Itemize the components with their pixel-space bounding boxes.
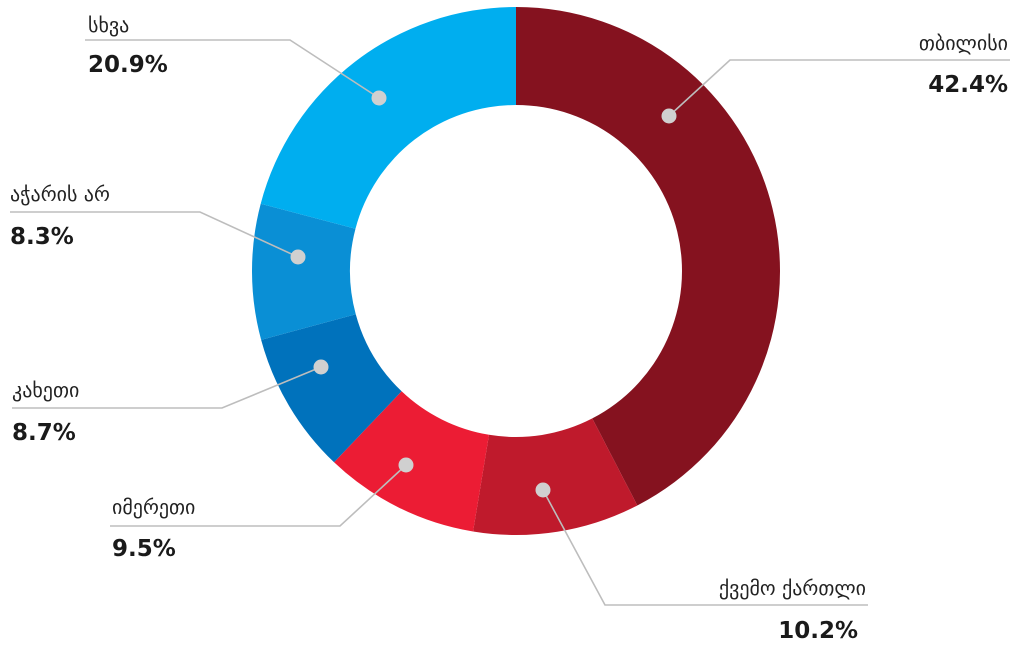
leader-dot-2 — [535, 482, 551, 498]
slice-value-1: 42.4% — [928, 72, 1008, 98]
slice-label-3: იმერეთი — [112, 495, 195, 519]
slice-label-5: აჭარის არ — [10, 182, 110, 206]
donut-slices — [251, 7, 781, 536]
slice-1 — [516, 7, 781, 506]
leader-line-1 — [668, 59, 1010, 117]
slice-4 — [261, 314, 402, 463]
leader-line-2 — [542, 489, 868, 606]
leader-dot-3 — [398, 457, 414, 473]
slice-value-4: 8.7% — [12, 420, 76, 446]
slice-6 — [260, 7, 516, 229]
slice-label-1: თბილისი — [919, 31, 1008, 55]
slice-value-3: 9.5% — [112, 536, 176, 562]
leader-dot-6 — [371, 90, 387, 106]
leader-line-4 — [12, 366, 322, 409]
leader-lines — [10, 39, 1010, 606]
slice-value-5: 8.3% — [10, 224, 74, 250]
slice-label-6: სხვა — [88, 13, 129, 37]
leader-dot-1 — [661, 108, 677, 124]
slice-2 — [473, 418, 638, 536]
slice-value-6: 20.9% — [88, 52, 168, 78]
slice-label-2: ქვემო ქართლი — [719, 576, 866, 600]
leader-line-5 — [10, 211, 299, 258]
leader-dot-5 — [290, 249, 306, 265]
slice-value-2: 10.2% — [778, 618, 858, 644]
leader-line-3 — [110, 464, 407, 527]
slice-5 — [251, 203, 356, 340]
leader-line-6 — [85, 39, 380, 99]
slice-label-4: კახეთი — [12, 378, 79, 402]
leader-dot-4 — [313, 359, 329, 375]
slice-labels: თბილისი 42.4% ქვემო ქართლი 10.2% იმერეთი 9.5%… — [10, 13, 1008, 644]
